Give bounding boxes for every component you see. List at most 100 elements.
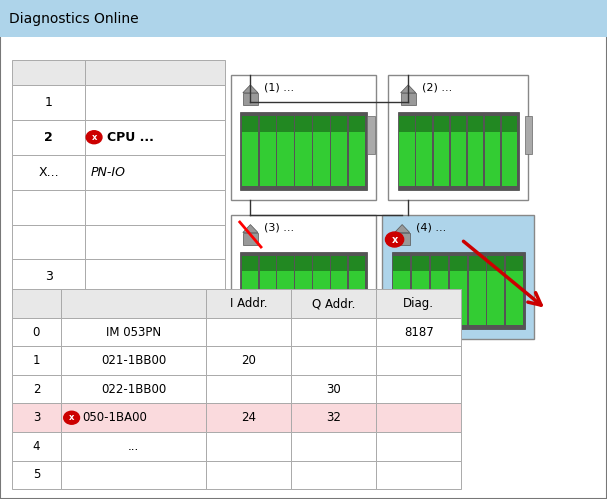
- Text: 4: 4: [33, 440, 40, 453]
- Bar: [450, 256, 467, 271]
- Bar: [242, 271, 258, 325]
- Bar: [61, 289, 206, 318]
- Bar: [277, 256, 294, 271]
- Bar: [376, 404, 461, 432]
- Bar: [502, 132, 517, 186]
- Bar: [0, 0, 607, 37]
- Bar: [349, 256, 365, 271]
- Text: 8187: 8187: [404, 326, 434, 339]
- Bar: [349, 132, 365, 186]
- Bar: [260, 256, 276, 271]
- Bar: [296, 256, 311, 271]
- Bar: [291, 289, 376, 318]
- Bar: [206, 432, 291, 461]
- Bar: [433, 116, 449, 132]
- Bar: [260, 116, 276, 132]
- Bar: [206, 461, 291, 489]
- Bar: [12, 259, 85, 294]
- Bar: [85, 85, 225, 120]
- Text: (4) ...: (4) ...: [416, 222, 446, 232]
- Bar: [313, 256, 330, 271]
- Bar: [393, 256, 410, 271]
- Bar: [331, 256, 347, 271]
- Bar: [85, 259, 225, 294]
- Bar: [469, 271, 486, 325]
- Bar: [296, 116, 311, 132]
- Bar: [12, 190, 85, 225]
- Bar: [12, 404, 61, 432]
- Bar: [61, 461, 206, 489]
- Bar: [206, 404, 291, 432]
- Text: (3) ...: (3) ...: [264, 222, 294, 232]
- Bar: [349, 271, 365, 325]
- Bar: [260, 132, 276, 186]
- Text: 1: 1: [33, 354, 40, 367]
- Bar: [61, 404, 206, 432]
- Bar: [243, 93, 258, 105]
- Bar: [243, 233, 258, 245]
- Bar: [487, 271, 504, 325]
- Bar: [416, 116, 432, 132]
- Bar: [376, 289, 461, 318]
- Text: x: x: [92, 133, 97, 142]
- Bar: [61, 375, 206, 404]
- Text: ...: ...: [128, 440, 139, 453]
- Text: 20: 20: [242, 354, 256, 367]
- Text: 24: 24: [242, 411, 256, 424]
- Text: 3: 3: [45, 270, 52, 283]
- Bar: [376, 432, 461, 461]
- Bar: [399, 132, 415, 186]
- Bar: [242, 132, 258, 186]
- Bar: [12, 60, 85, 85]
- Bar: [450, 132, 466, 186]
- Text: 2: 2: [33, 383, 40, 396]
- Bar: [399, 116, 415, 132]
- Bar: [61, 318, 206, 346]
- Text: Diagnostics Online: Diagnostics Online: [9, 11, 139, 26]
- Polygon shape: [243, 85, 258, 93]
- Text: X...: X...: [38, 166, 59, 179]
- Bar: [367, 116, 375, 154]
- Bar: [277, 271, 294, 325]
- Bar: [12, 318, 61, 346]
- Bar: [85, 60, 225, 85]
- Text: 5: 5: [33, 468, 40, 481]
- Bar: [231, 215, 376, 339]
- Bar: [392, 252, 525, 329]
- Bar: [313, 116, 330, 132]
- Text: (1) ...: (1) ...: [264, 82, 294, 92]
- Text: 021-1BB00: 021-1BB00: [101, 354, 166, 367]
- Bar: [277, 132, 294, 186]
- Bar: [376, 318, 461, 346]
- Circle shape: [86, 131, 102, 144]
- Bar: [277, 116, 294, 132]
- Bar: [12, 346, 61, 375]
- Bar: [206, 318, 291, 346]
- Bar: [487, 256, 504, 271]
- Text: 050-1BA00: 050-1BA00: [83, 411, 148, 424]
- Bar: [431, 271, 448, 325]
- Text: 32: 32: [327, 411, 341, 424]
- Bar: [502, 116, 517, 132]
- Bar: [291, 346, 376, 375]
- Bar: [382, 215, 534, 339]
- Bar: [240, 112, 367, 190]
- Bar: [388, 75, 528, 200]
- Text: PN-IO: PN-IO: [91, 166, 126, 179]
- Text: x: x: [69, 413, 74, 422]
- Bar: [525, 116, 532, 154]
- Bar: [431, 256, 448, 271]
- Bar: [331, 271, 347, 325]
- Bar: [412, 256, 429, 271]
- Bar: [395, 233, 410, 245]
- Bar: [313, 271, 330, 325]
- Bar: [12, 289, 61, 318]
- Bar: [242, 116, 258, 132]
- Bar: [85, 120, 225, 155]
- Bar: [296, 271, 311, 325]
- Bar: [485, 116, 500, 132]
- Bar: [313, 132, 330, 186]
- Bar: [506, 271, 523, 325]
- Bar: [376, 461, 461, 489]
- Polygon shape: [243, 225, 258, 233]
